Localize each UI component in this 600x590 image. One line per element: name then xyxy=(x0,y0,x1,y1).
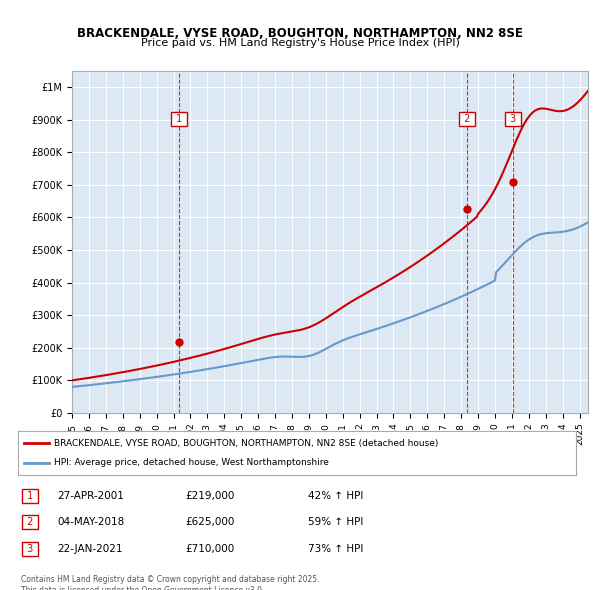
Point xyxy=(174,337,184,346)
Text: 3: 3 xyxy=(506,114,519,124)
Text: 2: 2 xyxy=(23,517,36,527)
Text: BRACKENDALE, VYSE ROAD, BOUGHTON, NORTHAMPTON, NN2 8SE: BRACKENDALE, VYSE ROAD, BOUGHTON, NORTHA… xyxy=(77,27,523,40)
Point xyxy=(462,205,472,214)
Text: Price paid vs. HM Land Registry's House Price Index (HPI): Price paid vs. HM Land Registry's House … xyxy=(140,38,460,48)
Text: 04-MAY-2018: 04-MAY-2018 xyxy=(57,517,124,527)
Text: 22-JAN-2021: 22-JAN-2021 xyxy=(57,544,122,553)
Text: £625,000: £625,000 xyxy=(185,517,235,527)
Text: 73% ↑ HPI: 73% ↑ HPI xyxy=(308,544,364,553)
Text: 2: 2 xyxy=(461,114,473,124)
Text: 3: 3 xyxy=(23,544,36,553)
Text: Contains HM Land Registry data © Crown copyright and database right 2025.
This d: Contains HM Land Registry data © Crown c… xyxy=(21,575,320,590)
Text: 1: 1 xyxy=(23,491,36,500)
Text: HPI: Average price, detached house, West Northamptonshire: HPI: Average price, detached house, West… xyxy=(54,458,329,467)
Text: BRACKENDALE, VYSE ROAD, BOUGHTON, NORTHAMPTON, NN2 8SE (detached house): BRACKENDALE, VYSE ROAD, BOUGHTON, NORTHA… xyxy=(54,438,439,448)
Text: 59% ↑ HPI: 59% ↑ HPI xyxy=(308,517,364,527)
Text: £710,000: £710,000 xyxy=(185,544,235,553)
Point xyxy=(508,177,518,186)
Text: 27-APR-2001: 27-APR-2001 xyxy=(57,491,124,500)
Text: 1: 1 xyxy=(173,114,185,124)
Text: 42% ↑ HPI: 42% ↑ HPI xyxy=(308,491,364,500)
Text: £219,000: £219,000 xyxy=(185,491,235,500)
